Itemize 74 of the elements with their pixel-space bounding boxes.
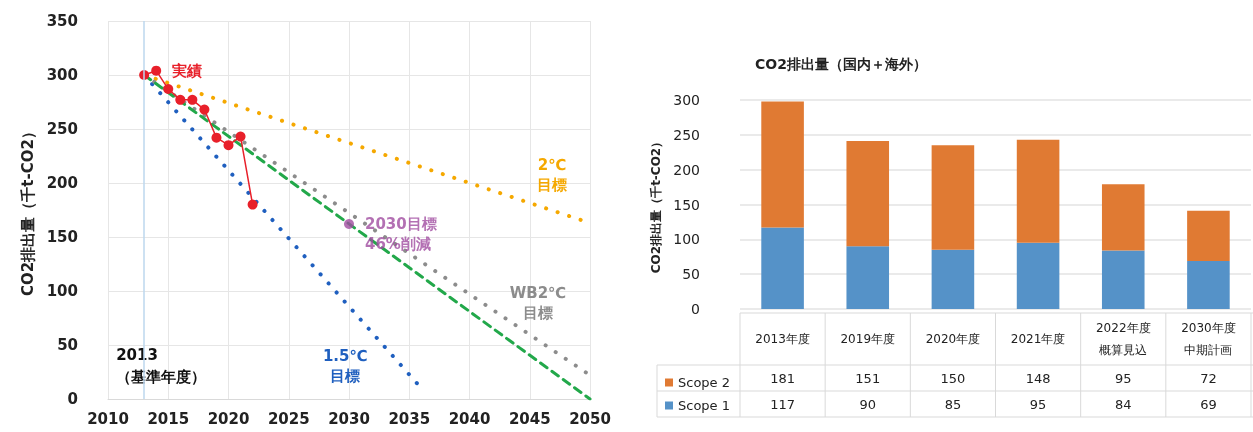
series-label: WB2℃目標: [509, 284, 567, 323]
data-label: 72: [1200, 370, 1217, 386]
x-tick-label: 2030: [328, 409, 370, 428]
point: [211, 132, 222, 143]
data-label: 150: [940, 370, 966, 386]
ref-line-label: 2013 （基準年度）: [116, 346, 207, 386]
x-tick-label: 2050: [569, 409, 611, 428]
y-tick-label: 100: [673, 231, 700, 248]
bar: [1016, 139, 1060, 243]
data-label: 117: [770, 396, 795, 412]
data-label: 69: [1200, 396, 1217, 412]
point: [163, 84, 174, 95]
x-tick-label: 2020: [207, 409, 250, 428]
y-tick-label: 200: [46, 174, 78, 192]
bar: [761, 227, 804, 309]
bar: [1101, 250, 1145, 309]
data-label: 148: [1025, 370, 1051, 386]
series-label: 実績: [171, 61, 203, 80]
data-label: 95: [1114, 370, 1132, 386]
y-tick-label: 350: [46, 12, 78, 30]
point: [187, 94, 198, 105]
y-tick-label: 300: [673, 92, 700, 108]
bar: [931, 145, 975, 250]
series-label: 1.5℃目標: [322, 347, 368, 386]
x-tick-label: 2013年度: [755, 332, 810, 346]
y-tick-label: 50: [682, 266, 700, 283]
x-tick-label: 2022年度概算見込: [1095, 321, 1151, 357]
bar: [1016, 242, 1060, 309]
y-tick-label: 150: [673, 196, 700, 213]
point: [344, 219, 354, 230]
x-tick-label: 2019年度: [840, 332, 896, 346]
bar: [1101, 184, 1145, 251]
series-label: 2℃目標: [537, 155, 567, 194]
y-tick-label: 250: [673, 126, 700, 143]
y-tick-label: 0: [691, 301, 700, 317]
y-axis-title: CO2排出量（千t-CO2）: [649, 135, 664, 274]
x-tick-label: 2025: [267, 409, 310, 428]
point: [235, 131, 246, 142]
x-tick-label: 2045: [508, 409, 551, 428]
data-label: 90: [859, 396, 877, 412]
legend-label: Scope 1: [678, 398, 731, 413]
bar: [931, 249, 975, 309]
point: [199, 104, 210, 115]
point: [223, 140, 234, 151]
x-tick-label: 2015: [147, 409, 190, 428]
x-tick-label: 2030年度中期計画: [1181, 321, 1236, 357]
bar: [761, 101, 804, 228]
data-label: 181: [770, 370, 795, 386]
bar: [846, 141, 890, 247]
y-axis-title: CO2排出量（千t-CO2）: [19, 124, 38, 296]
bar: [1187, 210, 1230, 261]
x-tick-label: 2020年度: [925, 332, 981, 346]
y-tick-label: 250: [46, 120, 78, 138]
x-tick-label: 2021年度: [1010, 332, 1066, 346]
y-tick-label: 300: [46, 66, 78, 84]
bar: [1187, 260, 1230, 309]
data-label: 151: [855, 370, 881, 386]
point: [175, 94, 186, 105]
y-tick-label: 50: [57, 336, 78, 354]
data-label: 95: [1029, 396, 1047, 412]
y-tick-label: 100: [46, 282, 78, 300]
y-tick-label: 150: [46, 228, 78, 246]
x-tick-label: 2010: [87, 409, 129, 428]
y-tick-label: 200: [673, 161, 700, 178]
chart-title: CO2排出量（国内＋海外）: [755, 56, 927, 72]
point: [151, 65, 162, 76]
bar: [846, 246, 890, 309]
x-tick-label: 2040: [448, 409, 491, 428]
x-tick-label: 2035: [388, 409, 431, 428]
data-label: 84: [1114, 396, 1132, 412]
point: [247, 199, 258, 210]
y-tick-label: 0: [67, 390, 78, 408]
data-label: 85: [944, 396, 962, 412]
legend-label: Scope 2: [678, 375, 731, 390]
